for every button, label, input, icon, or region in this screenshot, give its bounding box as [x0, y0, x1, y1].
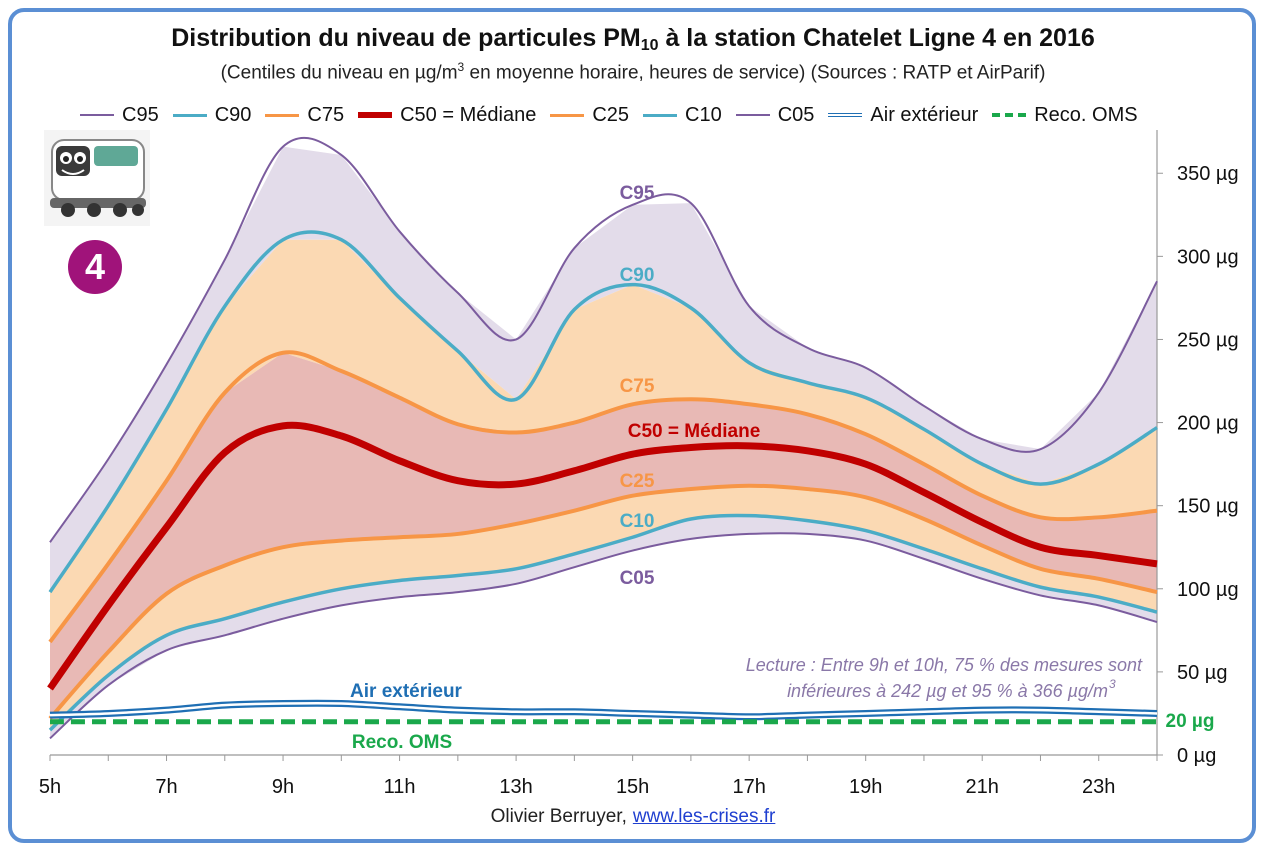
series-line-1: [48, 230, 1158, 594]
inline-label-1: C90: [620, 265, 655, 286]
series-line-4: [48, 483, 1158, 720]
legend-swatch-5: [643, 113, 678, 117]
legend-item-0: C95: [80, 104, 159, 127]
credit-line: Olivier Berruyer, www.les-crises.fr: [0, 806, 1266, 828]
legend-label-1: C90: [214, 103, 252, 126]
series-line-air-inner: [49, 701, 1158, 719]
legend-label-7: Air extérieur: [870, 103, 979, 126]
band-0: [50, 146, 1157, 593]
y-tick-label-3: 150 µg: [1177, 496, 1239, 518]
subtitle-text-end: en moyenne horaire, heures de service) (…: [464, 62, 1046, 84]
annotation-line-2: inférieures à 242 µg et 95 % à 366 µg/m: [787, 681, 1108, 701]
title-text: Distribution du niveau de particules PM: [171, 24, 641, 52]
y-tick-label-1: 50 µg: [1177, 662, 1227, 684]
series-line-3: [47, 421, 1158, 691]
title-subscript: 10: [640, 37, 659, 54]
x-tick-label-8: 21h: [966, 776, 999, 798]
inline-label-3: C50 = Médiane: [628, 421, 761, 442]
legend-label-8: Reco. OMS: [1034, 103, 1138, 126]
legend-swatch-7: [828, 113, 863, 117]
x-tick-label-5: 15h: [616, 776, 649, 798]
legend-item-1: C90: [172, 103, 252, 127]
series-line-0: [49, 136, 1158, 543]
legend-label-2: C75: [307, 103, 345, 126]
legend-swatch-1: [172, 113, 207, 117]
legend-swatch-2: [265, 113, 300, 117]
chart-title: Distribution du niveau de particules PM1…: [0, 24, 1266, 55]
legend-item-3: C50 = Médiane: [358, 104, 536, 127]
legend-swatch-6: [735, 114, 770, 116]
band-2: [50, 352, 1157, 719]
inline-label-9: 20 µg: [1166, 711, 1215, 732]
inline-label-0: C95: [620, 183, 655, 204]
legend-label-5: C10: [685, 103, 722, 126]
x-tick-label-0: 5h: [39, 776, 61, 798]
x-tick-label-3: 11h: [384, 776, 416, 798]
series-line-5: [48, 513, 1158, 732]
series-line-6: [49, 532, 1158, 740]
legend-label-0: C95: [122, 103, 159, 126]
metro-train-image: [44, 130, 150, 226]
series-line-2: [48, 350, 1158, 644]
inline-label-2: C75: [620, 376, 655, 397]
legend-item-4: C25: [550, 104, 629, 127]
y-tick-label-5: 250 µg: [1177, 329, 1239, 351]
title-text-end: à la station Chatelet Ligne 4 en 2016: [658, 24, 1095, 52]
band-3: [50, 485, 1157, 731]
legend-swatch-8: [992, 113, 1027, 117]
x-tick-label-7: 19h: [849, 776, 882, 798]
y-tick-label-4: 200 µg: [1177, 413, 1239, 435]
x-tick-label-1: 7h: [155, 776, 177, 798]
metro-line-badge: 4: [68, 240, 122, 294]
inline-label-5: C10: [620, 511, 655, 532]
inline-label-8: Reco. OMS: [352, 732, 452, 753]
inline-label-6: C05: [620, 568, 655, 589]
legend-item-7: Air extérieur: [828, 104, 978, 127]
chart-subtitle: (Centiles du niveau en µg/m3 en moyenne …: [0, 60, 1266, 84]
inline-label-4: C25: [620, 471, 655, 492]
credit-link[interactable]: www.les-crises.fr: [632, 806, 776, 827]
annotation-superscript: 3: [1109, 677, 1116, 691]
subtitle-superscript: 3: [457, 60, 465, 74]
y-tick-label-7: 350 µg: [1177, 163, 1239, 185]
legend-item-6: C05: [735, 103, 815, 127]
annotation-line-1: Lecture : Entre 9h et 10h, 75 % des mesu…: [746, 655, 1143, 675]
x-tick-label-2: 9h: [272, 776, 294, 798]
subtitle-text: (Centiles du niveau en µg/m: [220, 62, 458, 84]
metro-train-icon: [44, 130, 150, 226]
x-tick-label-9: 23h: [1082, 776, 1115, 798]
inline-label-7: Air extérieur: [350, 681, 463, 702]
legend-item-5: C10: [643, 104, 722, 127]
y-tick-label-0: 0 µg: [1177, 745, 1216, 767]
credit-author: Olivier Berruyer,: [490, 806, 627, 827]
chart-legend: C95 C90 C75 C50 = Médiane C25 C10 C05 Air extér…: [80, 102, 1152, 128]
x-tick-label-4: 13h: [499, 776, 532, 798]
legend-swatch-4: [550, 113, 585, 117]
legend-item-8: Reco. OMS: [992, 103, 1138, 127]
legend-label-6: C05: [777, 103, 815, 126]
band-1: [50, 239, 1157, 642]
legend-swatch-0: [80, 114, 114, 116]
y-tick-label-6: 300 µg: [1177, 246, 1239, 268]
y-tick-label-2: 100 µg: [1177, 579, 1239, 601]
x-tick-label-6: 17h: [732, 776, 765, 798]
legend-swatch-3: [358, 112, 393, 118]
legend-item-2: C75: [265, 104, 344, 127]
legend-label-4: C25: [592, 103, 630, 126]
legend-label-3: C50 = Médiane: [400, 103, 537, 126]
